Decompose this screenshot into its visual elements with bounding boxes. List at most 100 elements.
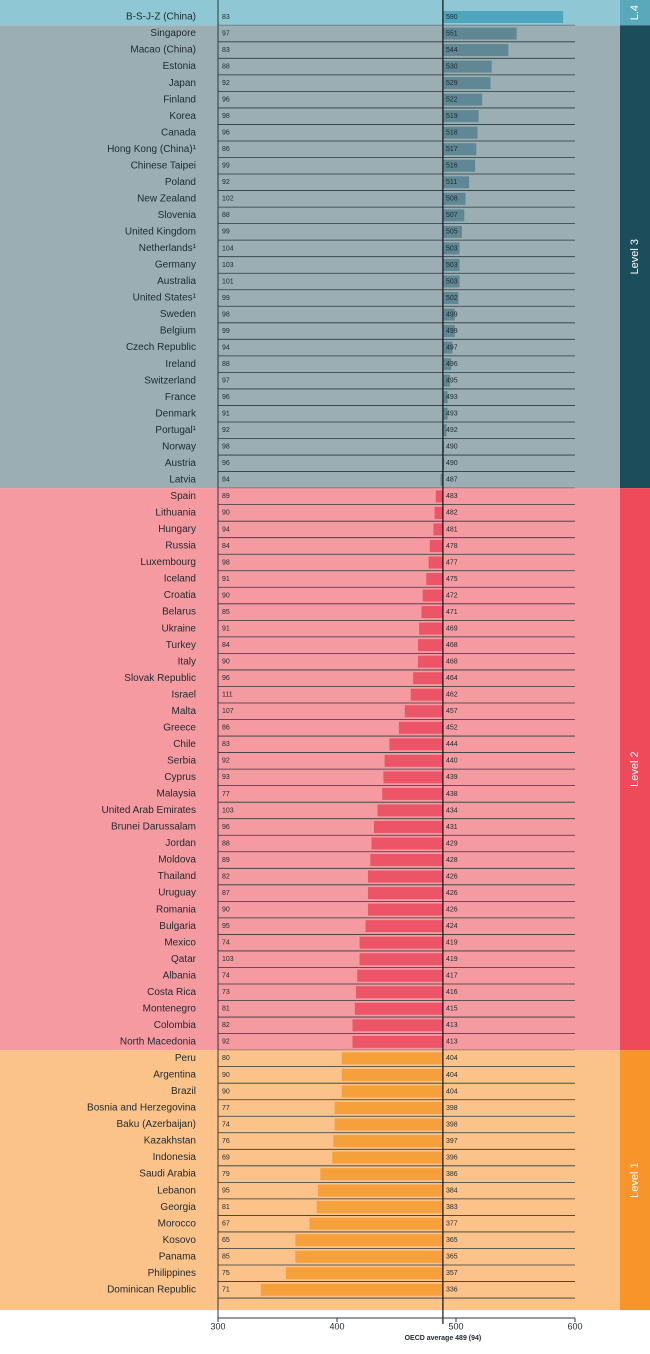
- country-label: Austria: [165, 458, 197, 469]
- sd-label: 96: [222, 394, 230, 401]
- score-label: 471: [446, 609, 458, 616]
- sd-label: 76: [222, 1138, 230, 1145]
- country-label: Belarus: [162, 607, 196, 618]
- country-label: Saudi Arabia: [139, 1169, 196, 1180]
- sd-label: 92: [222, 758, 230, 765]
- score-label: 357: [446, 1270, 458, 1277]
- score-label: 468: [446, 642, 458, 649]
- country-label: Panama: [159, 1251, 197, 1262]
- sd-label: 90: [222, 1088, 230, 1095]
- bar: [435, 490, 443, 503]
- bar: [367, 903, 443, 916]
- bar: [442, 60, 492, 73]
- bar: [404, 705, 443, 718]
- sd-label: 92: [222, 427, 230, 434]
- bar: [442, 424, 447, 437]
- sd-label: 97: [222, 30, 230, 37]
- country-label: Latvia: [169, 474, 196, 485]
- bar: [389, 738, 443, 751]
- score-label: 499: [446, 311, 458, 318]
- bar: [377, 804, 443, 817]
- score-label: 503: [446, 278, 458, 285]
- score-label: 518: [446, 130, 458, 137]
- sd-label: 85: [222, 609, 230, 616]
- country-label: Netherlands¹: [139, 243, 197, 254]
- bar: [367, 870, 443, 883]
- level-label: Level 1: [629, 1162, 641, 1197]
- sd-label: 99: [222, 328, 230, 335]
- bar: [433, 523, 443, 536]
- country-label: Ireland: [165, 359, 196, 370]
- bar: [383, 771, 443, 784]
- country-label: Hong Kong (China)¹: [107, 144, 197, 155]
- score-label: 439: [446, 774, 458, 781]
- sd-label: 83: [222, 47, 230, 54]
- bar: [442, 77, 491, 90]
- sd-label: 83: [222, 741, 230, 748]
- score-label: 493: [446, 411, 458, 418]
- bar: [316, 1201, 443, 1214]
- score-label: 415: [446, 1006, 458, 1013]
- country-label: Greece: [163, 722, 196, 733]
- country-label: Dominican Republic: [107, 1284, 196, 1295]
- score-label: 505: [446, 229, 458, 236]
- sd-label: 87: [222, 890, 230, 897]
- country-label: Brazil: [171, 1086, 196, 1097]
- bar: [417, 655, 443, 668]
- country-label: Bulgaria: [159, 921, 196, 932]
- sd-label: 74: [222, 973, 230, 980]
- sd-label: 74: [222, 940, 230, 947]
- bar: [309, 1217, 443, 1230]
- score-label: 502: [446, 295, 458, 302]
- score-label: 493: [446, 394, 458, 401]
- country-label: Italy: [178, 656, 196, 667]
- sd-label: 96: [222, 460, 230, 467]
- country-label: B-S-J-Z (China): [126, 12, 196, 23]
- score-label: 503: [446, 262, 458, 269]
- country-label: Argentina: [153, 1070, 196, 1081]
- country-label: France: [165, 392, 197, 403]
- bar: [285, 1267, 443, 1280]
- country-label: Norway: [162, 441, 196, 452]
- score-label: 522: [446, 96, 458, 103]
- country-label: Morocco: [158, 1218, 197, 1229]
- sd-label: 75: [222, 1270, 230, 1277]
- sd-label: 90: [222, 1072, 230, 1079]
- score-label: 413: [446, 1039, 458, 1046]
- sd-label: 92: [222, 179, 230, 186]
- score-label: 419: [446, 940, 458, 947]
- country-label: Kosovo: [163, 1235, 197, 1246]
- score-label: 499: [446, 328, 458, 335]
- bar: [341, 1085, 443, 1098]
- reference-label: OECD average 489 (94): [405, 1335, 482, 1342]
- country-label: Macao (China): [130, 45, 196, 56]
- bar: [442, 358, 452, 371]
- sd-label: 89: [222, 857, 230, 864]
- bar: [442, 275, 460, 288]
- sd-label: 92: [222, 80, 230, 87]
- bar: [320, 1168, 443, 1181]
- bar: [442, 242, 460, 255]
- country-label: Germany: [155, 260, 196, 271]
- score-label: 497: [446, 344, 458, 351]
- sd-label: 96: [222, 675, 230, 682]
- sd-label: 98: [222, 444, 230, 451]
- bar: [352, 1035, 443, 1048]
- bar: [260, 1283, 443, 1296]
- country-label: Lithuania: [155, 508, 196, 519]
- score-label: 487: [446, 477, 458, 484]
- score-label: 396: [446, 1154, 458, 1161]
- score-label: 426: [446, 873, 458, 880]
- bar: [295, 1234, 443, 1247]
- bar: [426, 573, 443, 586]
- country-label: Portugal¹: [155, 425, 196, 436]
- level-tab: [620, 25, 650, 489]
- bar: [382, 787, 443, 800]
- sd-label: 83: [222, 14, 230, 21]
- country-label: Croatia: [164, 590, 197, 601]
- score-label: 336: [446, 1287, 458, 1294]
- bar: [442, 391, 448, 404]
- level-label: Level 2: [629, 751, 641, 786]
- bar: [442, 93, 483, 106]
- level-tab: [620, 0, 650, 26]
